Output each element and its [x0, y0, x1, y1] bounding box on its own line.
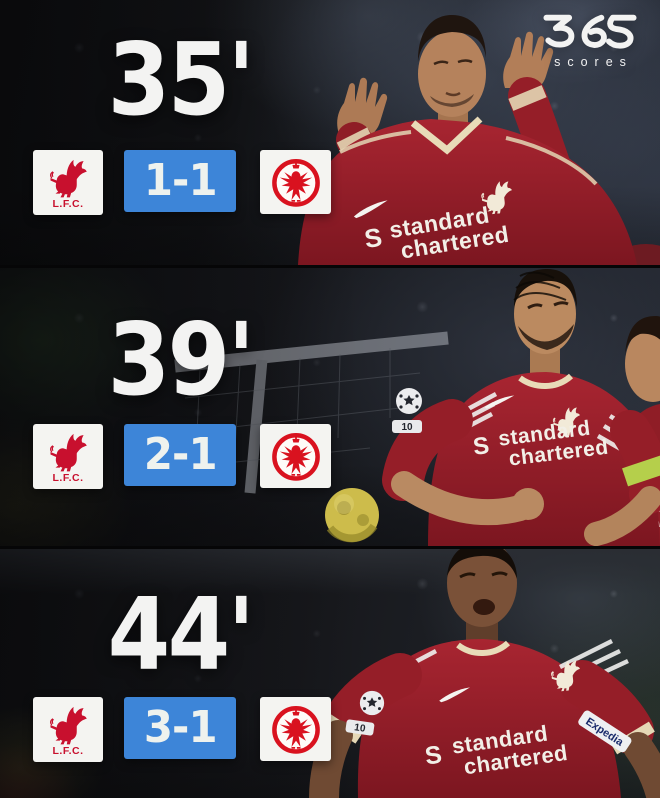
score-value: 3-1	[143, 702, 218, 753]
goal-panel-3: 10 Expedia S standard chartered	[0, 546, 660, 798]
player-shirt: S standard chartered	[298, 116, 637, 265]
player-photo-quansah: S standard chartered	[298, 15, 660, 265]
player-forearm	[391, 471, 533, 526]
collar-trim	[518, 373, 574, 389]
liverpool-abbr: L.F.C.	[52, 744, 84, 757]
player-figure: 10 Expedia S standard chartered	[309, 549, 660, 798]
liverpool-liverbird-icon	[48, 158, 88, 198]
shirt-sleeve-right	[559, 660, 654, 754]
player-forearm	[309, 720, 353, 798]
open-mouth	[473, 599, 495, 615]
minute-label: 44'	[107, 576, 255, 693]
liverpool-liverbird-icon	[48, 432, 88, 472]
liverpool-abbr: L.F.C.	[52, 471, 84, 484]
frankfurt-badge	[260, 424, 331, 488]
365-logo-icon	[543, 14, 637, 49]
titles-patch: 10	[392, 420, 422, 433]
player-raised-hand-right	[503, 31, 554, 93]
minute-label: 35'	[107, 21, 255, 138]
score-box: 2-1	[124, 424, 236, 486]
collar-trim	[456, 640, 511, 656]
cuff-trim	[508, 85, 547, 111]
svg-text:10: 10	[354, 722, 367, 735]
player-head	[418, 15, 486, 134]
sponsor-mark: S	[472, 432, 492, 461]
captain-armband	[622, 455, 660, 487]
ucl-starball-patch-icon	[396, 388, 422, 414]
frankfurt-eagle-icon	[269, 702, 323, 756]
365scores-logo: scores	[540, 13, 640, 69]
svg-text:10: 10	[401, 422, 413, 433]
collar-trim	[410, 116, 483, 155]
player-forearm	[584, 486, 660, 546]
minute-label: 39'	[107, 301, 255, 418]
goal-panel-2: standard chartered	[0, 265, 660, 546]
liverpool-liverbird-icon	[48, 705, 88, 745]
frankfurt-eagle-icon	[269, 155, 323, 209]
sponsor-mark: S	[362, 222, 384, 254]
liverpool-badge: L.F.C.	[33, 150, 103, 215]
365scores-wordmark: scores	[554, 55, 633, 69]
football	[325, 488, 379, 543]
player-hand	[512, 488, 544, 520]
player-photo-konate: 10 Expedia S standard chartered	[309, 549, 660, 798]
score-value: 2-1	[143, 429, 218, 480]
score-box: 3-1	[124, 697, 236, 759]
liverpool-abbr: L.F.C.	[52, 197, 84, 210]
frankfurt-eagle-icon	[269, 429, 323, 483]
score-value: 1-1	[143, 155, 218, 206]
sponsor-mark: S	[423, 740, 444, 770]
ucl-starball-patch-icon	[359, 690, 385, 716]
player-figure: 10 S standard chartere	[382, 269, 660, 546]
titles-patch: 10	[345, 719, 375, 736]
player-forearm	[623, 732, 660, 798]
player-head	[447, 549, 517, 627]
liverpool-badge: L.F.C.	[33, 697, 103, 762]
goal-panel-1: S standard chartered scores 35' L.F.C.	[0, 0, 660, 265]
score-box: 1-1	[124, 150, 236, 212]
frankfurt-badge	[260, 150, 331, 214]
liverpool-badge: L.F.C.	[33, 424, 103, 489]
player-photo-van-dijk: standard chartered	[174, 269, 660, 546]
frankfurt-badge	[260, 697, 331, 761]
